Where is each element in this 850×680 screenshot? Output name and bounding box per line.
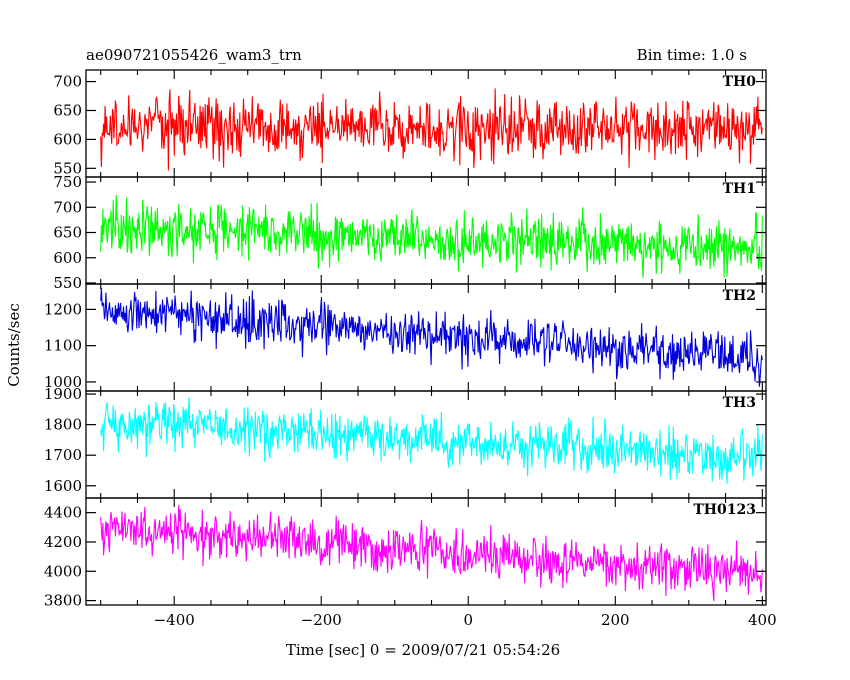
y-tick-label: 600 (53, 130, 82, 148)
x-tick-label: −400 (154, 611, 195, 629)
y-tick-label: 650 (53, 224, 82, 242)
y-tick-label: 600 (53, 249, 82, 267)
panel-label: TH2 (723, 288, 756, 304)
y-tick-label: 1200 (44, 300, 82, 318)
chart-title: ae090721055426_wam3_trn (86, 46, 302, 64)
x-tick-label: 200 (601, 611, 630, 629)
panel-label: TH3 (723, 395, 756, 411)
bin-time-label: Bin time: 1.0 s (637, 46, 747, 64)
y-tick-label: 1600 (44, 477, 82, 495)
x-tick-label: −200 (301, 611, 342, 629)
y-tick-label: 1900 (44, 385, 82, 403)
panel-label: TH1 (723, 181, 756, 197)
y-tick-label: 1800 (44, 416, 82, 434)
panel-stack: 550 600 650 700 TH0 550 600 650 700 750 TH1 1000 110… (44, 69, 767, 610)
series-line-th1 (100, 195, 763, 278)
y-tick-label: 550 (53, 274, 82, 292)
y-tick-label: 700 (53, 198, 82, 216)
y-tick-label: 750 (53, 173, 82, 191)
y-tick-label: 550 (53, 159, 82, 177)
y-tick-label: 3800 (44, 592, 82, 610)
panel-th0: 550 600 650 700 TH0 (53, 69, 767, 178)
y-tick-label: 4400 (44, 504, 82, 522)
series-line-th2 (100, 287, 763, 387)
panel-th3: 1600 1700 1800 1900 TH3 (44, 385, 767, 499)
y-tick-label: 700 (53, 73, 82, 91)
x-axis-label: Time [sec] 0 = 2009/07/21 05:54:26 (286, 641, 560, 659)
y-tick-label: 1000 (44, 373, 82, 391)
panel-th0123: 3800 4000 4200 4400 TH0123 (44, 497, 767, 610)
y-tick-label: 4200 (44, 533, 82, 551)
y-tick-label: 1700 (44, 446, 82, 464)
panel-label: TH0 (723, 74, 757, 90)
y-tick-label: 4000 (44, 562, 82, 580)
x-tick-label: 400 (748, 611, 777, 629)
series-line-th0123 (100, 504, 763, 602)
series-line-th3 (100, 397, 763, 484)
panel-th2: 1000 1100 1200 TH2 (44, 283, 767, 392)
x-tick-label: 0 (463, 611, 473, 629)
panel-frame (85, 497, 767, 606)
y-axis-label: Counts/sec (5, 303, 23, 387)
x-axis-tick-labels: −400 −200 0 200 400 (154, 611, 777, 629)
y-tick-label: 1100 (44, 337, 82, 355)
panel-th1: 550 600 650 700 750 TH1 (53, 173, 767, 292)
y-tick-label: 650 (53, 101, 82, 119)
series-line-th0 (100, 88, 763, 171)
panel-frame (85, 390, 767, 499)
panel-label: TH0123 (693, 502, 756, 518)
